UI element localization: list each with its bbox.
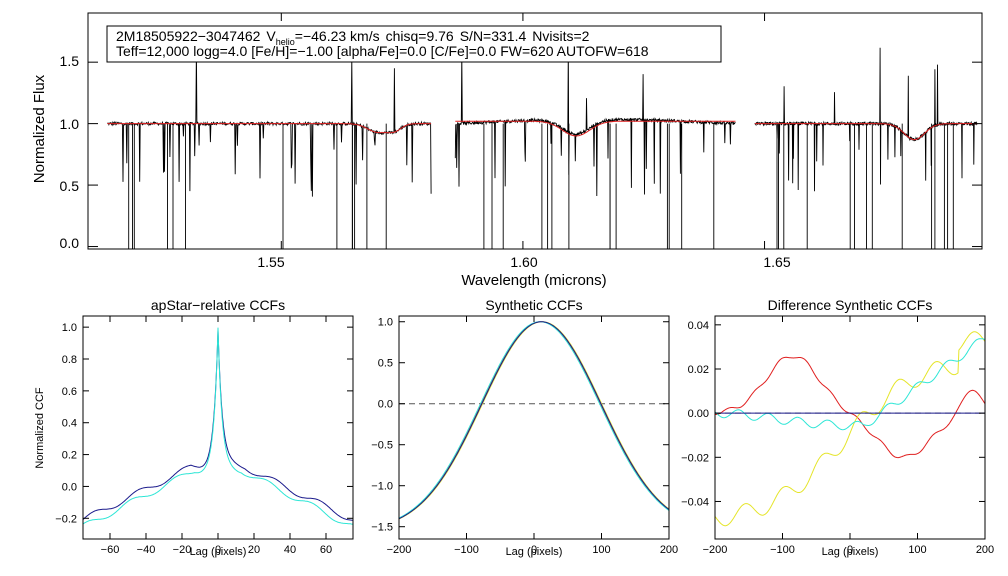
spectrum-x-axis-label: Wavelength (microns): [461, 272, 606, 289]
synthetic-ccf-xtick-label: −100: [454, 544, 479, 556]
difference-ccf-x-axis-label: Lag (pixels): [822, 546, 879, 558]
synthetic-ccf-series: [398, 321, 670, 520]
difference-ccf-xtick-label: 200: [976, 544, 994, 556]
synthetic-ccf-series-cyan: [398, 321, 670, 519]
model-spectrum-line: [107, 120, 978, 141]
apstar-ccf-xtick-label: −20: [173, 544, 192, 556]
spectrum-xtick-label: 1.60: [510, 254, 537, 270]
observed-spectrum-line: [107, 44, 978, 249]
apstar-ccf-title: apStar−relative CCFs: [151, 297, 285, 313]
apstar-ccf-ytick-label: −0.2: [55, 513, 77, 525]
synthetic-ccf-xtick-label: −200: [387, 544, 412, 556]
chisq-value: chisq=9.76: [386, 28, 454, 44]
apstar-ccf-ytick-label: 1.0: [62, 322, 77, 334]
spectrum-panel: 1.55 1.60 1.65 0.0 0.5 1.0 1.5 Wavelengt…: [31, 12, 983, 289]
apstar-ccf-xtick-label: 20: [248, 544, 260, 556]
difference-ccf-series-yellow: [714, 331, 986, 527]
synthetic-ccf-xtick-label: 200: [660, 544, 678, 556]
star-info-line-2: Teff=12,000 logg=4.0 [Fe/H]=−1.00 [alpha…: [116, 43, 649, 59]
star-id: 2M18505922−3047462: [116, 28, 261, 44]
spectrum-frame: [87, 12, 983, 250]
spectrum-ytick-label: 0.5: [60, 178, 80, 194]
difference-ccf-xtick-label: 0: [847, 544, 853, 556]
synthetic-ccf-ticks: −200 −100 0 100 200 −1.5 −1.0 −0.5 0.0 0.5 1.0: [371, 316, 678, 556]
apstar-ccf-xtick-label: 40: [284, 544, 296, 556]
synthetic-ccf-series-yellow: [398, 321, 670, 520]
synthetic-ccf-ytick-label: −0.5: [371, 440, 393, 452]
apstar-ccf-xtick-label: 60: [320, 544, 332, 556]
difference-ccf-ytick-label: 0.04: [688, 320, 709, 332]
apstar-ccf-y-axis-label: Normalized CCF: [34, 387, 46, 469]
synthetic-ccf-ytick-label: −1.5: [371, 522, 393, 534]
apstar-ccf-series-visit-1: [82, 330, 353, 521]
star-info-box: [106, 25, 722, 63]
apstar-ccf-series-visit-2: [82, 327, 354, 525]
difference-ccf-ticks: −200 −100 0 100 200 −0.04 −0.02 0.00 0.02 0.04: [681, 316, 994, 556]
vhelio-label: V: [266, 28, 276, 44]
difference-ccf-ytick-label: 0.00: [688, 408, 709, 420]
synthetic-ccf-series-red: [398, 321, 670, 519]
difference-ccf-xtick-label: −100: [770, 544, 795, 556]
difference-ccf-xtick-label: 100: [908, 544, 926, 556]
synthetic-ccf-xtick-label: 100: [592, 544, 610, 556]
synthetic-ccf-ytick-label: 1.0: [378, 317, 393, 329]
apstar-ccf-ticks: −60 −40 −20 0 20 40 60 −0.2 0.0 0.2 0.4 0.6 0.8 1.0: [55, 316, 353, 556]
difference-ccf-panel: Difference Synthetic CCFs −200 −100 0 100 20…: [681, 297, 994, 558]
apstar-ccf-ytick-label: 0.4: [62, 418, 77, 430]
apstar-ccf-ytick-label: 0.8: [62, 354, 77, 366]
synthetic-ccf-ytick-label: 0.0: [378, 399, 393, 411]
synthetic-ccf-series-navy: [398, 321, 670, 520]
spectrum-xtick-label: 1.55: [257, 254, 284, 270]
spectrum-ytick-label: 1.0: [60, 116, 80, 132]
difference-ccf-frame: [714, 315, 986, 540]
difference-ccf-ytick-label: −0.02: [681, 452, 709, 464]
spectrum-y-axis-label: Normalized Flux: [31, 74, 48, 183]
difference-ccf-ytick-label: 0.02: [688, 364, 709, 376]
nvisits-value: Nvisits=2: [532, 28, 589, 44]
difference-ccf-xtick-label: −200: [703, 544, 728, 556]
apstar-ccf-ytick-label: 0.2: [62, 450, 77, 462]
difference-ccf-series-cyan: [714, 338, 986, 431]
apstar-ccf-ytick-label: 0.6: [62, 386, 77, 398]
spectrum-ticks: [88, 13, 982, 249]
difference-ccf-ytick-label: −0.04: [681, 496, 709, 508]
synthetic-ccf-xtick-label: 0: [531, 544, 537, 556]
snr-value: S/N=331.4: [460, 28, 527, 44]
difference-ccf-title: Difference Synthetic CCFs: [768, 297, 933, 313]
synthetic-ccf-x-axis-label: Lag (pixels): [506, 546, 563, 558]
synthetic-ccf-ytick-label: −1.0: [371, 481, 393, 493]
apstar-ccf-ytick-label: 0.0: [62, 481, 77, 493]
synthetic-ccf-title: Synthetic CCFs: [485, 297, 582, 313]
apstar-ccf-xtick-label: 0: [215, 544, 221, 556]
spectrum-xtick-label: 1.65: [763, 254, 790, 270]
spectrum-ytick-label: 1.5: [60, 53, 80, 69]
star-info-line-1: 2M18505922−3047462 Vhelio=−46.23 km/s chis…: [116, 28, 590, 47]
difference-ccf-series: [714, 331, 986, 527]
apstar-ccf-x-axis-label: Lag (pixels): [190, 546, 247, 558]
apstar-ccf-series: [82, 327, 354, 525]
apstar-ccf-xtick-label: −40: [137, 544, 156, 556]
synthetic-ccf-ytick-label: 0.5: [378, 358, 393, 370]
synthetic-ccf-frame: [398, 315, 670, 540]
difference-ccf-series-red: [715, 356, 986, 459]
spectrum-ytick-label: 0.0: [60, 235, 80, 251]
vhelio-subscript: helio: [276, 37, 295, 47]
apstar-ccf-xtick-label: −60: [101, 544, 120, 556]
apstar-ccf-panel: apStar−relative CCFs −60 −40 −20 0 20 40 60 −0.…: [34, 297, 354, 558]
vhelio-value: =−46.23 km/s: [295, 28, 380, 44]
synthetic-ccf-panel: Synthetic CCFs −200 −100 0 100 200 −1.5 −1.0 −0…: [371, 297, 678, 558]
spectrum-series: [107, 44, 978, 249]
